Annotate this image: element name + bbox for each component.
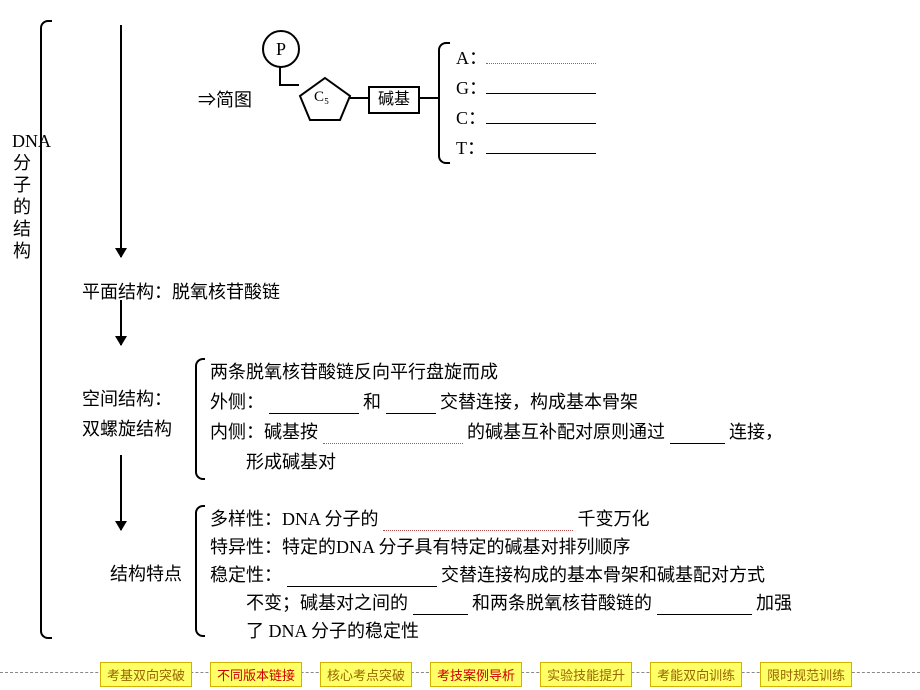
feature-stability-2: 不变；碱基对之间的 和两条脱氧核苷酸链的 加强 [246,589,792,615]
implies-label: ⇒简图 [198,86,252,112]
text-part: 交替连接，构成基本骨架 [440,392,638,412]
nav-btn[interactable]: 考能双向训练 [650,662,742,687]
text-part: 连接， [729,422,783,442]
text-part: 稳定性： [210,565,282,585]
vertical-title: DNA分子的结构 [12,130,32,262]
spatial-line2: 外侧： 和 交替连接，构成基本骨架 [210,388,638,414]
main-bracket [40,20,52,639]
diagram-canvas: DNA分子的结构 ⇒简图 P C₅ 碱基 A： G： C： T： 平面结构：脱氧… [0,0,920,650]
arrow-down-1 [120,25,122,257]
base-row-a: A： [456,44,596,70]
spatial-bracket [195,358,205,480]
fill-blank[interactable] [486,75,596,94]
feature-stability-1: 稳定性： 交替连接构成的基本骨架和碱基配对方式 [210,561,765,587]
nav-btn[interactable]: 限时规范训练 [760,662,852,687]
text-part: 和 [363,392,381,412]
base-row-t: T： [456,134,596,160]
spatial-line3: 内侧：碱基按 的碱基互补配对原则通过 连接， [210,418,783,444]
bases-bracket [438,42,450,164]
feature-specificity: 特异性：特定的DNA 分子具有特定的碱基对排列顺序 [210,533,631,559]
text-part: 和两条脱氧核苷酸链的 [472,593,652,613]
base-letter: C： [456,104,480,130]
arrow-down-2 [120,300,122,345]
base-letter: T： [456,134,480,160]
base-letter: G： [456,74,480,100]
nav-btn[interactable]: 考基双向突破 [100,662,192,687]
fill-blank[interactable] [269,395,359,414]
connector [279,66,281,86]
arrow-down-3 [120,455,122,530]
feature-stability-3: 了 DNA 分子的稳定性 [246,617,419,643]
fill-blank[interactable] [486,105,596,124]
fill-blank[interactable] [657,596,752,615]
nav-btn[interactable]: 核心考点突破 [320,662,412,687]
text-part: 千变万化 [578,509,650,529]
feature-diversity: 多样性：DNA 分子的 千变万化 [210,505,650,531]
base-letter: A： [456,44,480,70]
text-part: 加强 [756,593,792,613]
nav-btn[interactable]: 不同版本链接 [210,662,302,687]
spatial-line4: 形成碱基对 [246,448,336,474]
spatial-head1: 空间结构： [82,385,172,411]
connector [418,97,438,99]
fill-blank[interactable] [670,425,725,444]
base-row-g: G： [456,74,596,100]
fill-blank[interactable] [386,395,436,414]
bottom-nav: 考基双向突破 不同版本链接 核心考点突破 考技案例导析 实验技能提升 考能双向训… [0,658,920,690]
fill-blank[interactable] [323,425,463,444]
connector [350,97,368,99]
text-part: 多样性：DNA 分子的 [210,509,379,529]
connector [279,84,299,86]
features-bracket [195,505,205,637]
spatial-head2: 双螺旋结构 [82,415,172,441]
text-part: 交替连接构成的基本骨架和碱基配对方式 [441,565,765,585]
fill-blank[interactable] [287,568,437,587]
nav-btn[interactable]: 考技案例导析 [430,662,522,687]
sugar-label: C₅ [314,89,329,106]
base-box: 碱基 [368,86,420,114]
text-part: 内侧：碱基按 [210,422,318,442]
spatial-line1: 两条脱氧核苷酸链反向平行盘旋而成 [210,358,498,384]
nav-btn[interactable]: 实验技能提升 [540,662,632,687]
text-part: 的碱基互补配对原则通过 [467,422,665,442]
planar-structure-text: 平面结构：脱氧核苷酸链 [82,278,280,304]
text-part: 不变；碱基对之间的 [246,593,408,613]
fill-blank[interactable] [486,45,596,64]
fill-blank[interactable] [413,596,468,615]
base-row-c: C： [456,104,596,130]
features-head: 结构特点 [110,560,182,586]
phosphate-circle: P [262,30,300,68]
text-part: 外侧： [210,392,264,412]
fill-blank[interactable] [486,135,596,154]
fill-blank[interactable] [383,512,573,531]
